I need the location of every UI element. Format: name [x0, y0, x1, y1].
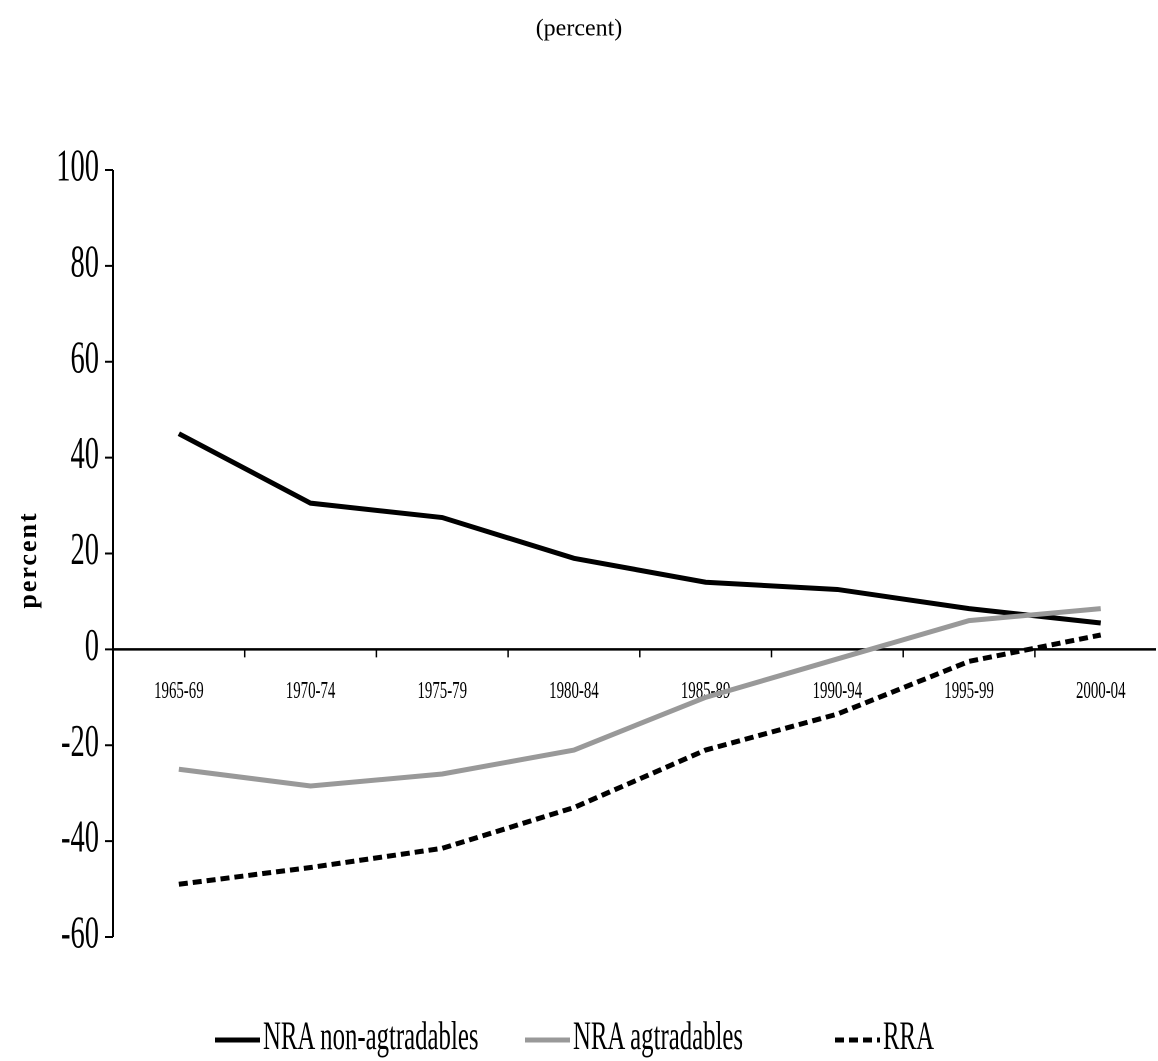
series-line	[178, 632, 1102, 887]
chart-title: (percent)	[536, 16, 623, 42]
series-line	[177, 431, 1102, 626]
x-tick-label: 1995-99	[944, 677, 994, 703]
legend-label: NRA agtradables	[573, 1014, 743, 1058]
y-tick-label: 100	[56, 141, 99, 191]
x-tick-label: 1970-74	[286, 677, 336, 703]
y-tick-label: 20	[70, 524, 99, 574]
x-tick-label: 1990-94	[813, 677, 863, 703]
y-tick-label: 40	[70, 429, 99, 479]
y-axis-label: percent	[13, 511, 42, 608]
y-tick-label: 0	[85, 620, 99, 670]
x-tick-label: 1980-84	[549, 677, 599, 703]
series-line	[178, 606, 1101, 789]
y-tick-label: -20	[61, 716, 99, 766]
legend-label: NRA non-agtradables	[263, 1014, 478, 1058]
y-tick-label: 80	[70, 237, 99, 287]
y-tick-label: -60	[61, 908, 99, 958]
y-tick-label: -40	[61, 812, 99, 862]
x-tick-label: 1975-79	[417, 677, 467, 703]
x-tick-label: 2000-04	[1076, 677, 1126, 703]
legend-label: RRA	[883, 1014, 934, 1058]
x-tick-label: 1965-69	[154, 677, 204, 703]
y-tick-label: 60	[70, 333, 99, 383]
